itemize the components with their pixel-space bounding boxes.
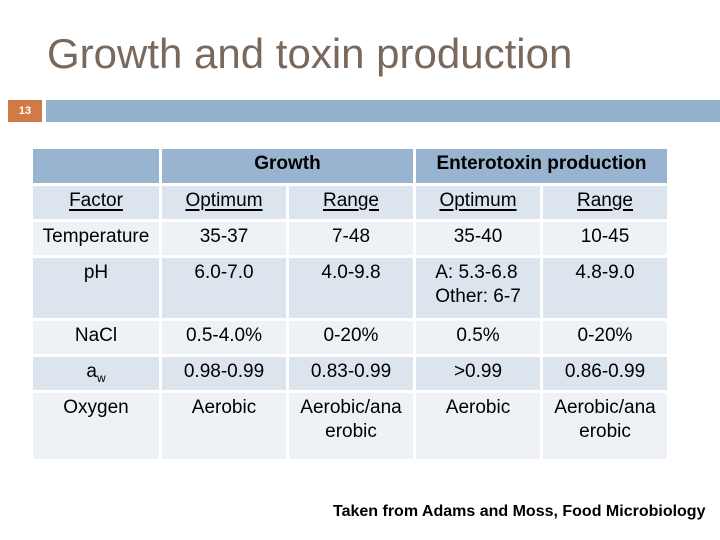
column-header-toxin-range: Range: [543, 186, 667, 219]
table-cell: 6.0-7.0: [162, 258, 286, 318]
slide-number-badge: 13: [8, 100, 42, 122]
table-cell: A: 5.3-6.8 Other: 6-7: [416, 258, 540, 318]
factor-cell: NaCl: [33, 321, 159, 354]
column-header-label: Range: [323, 190, 379, 211]
table-cell: Aerobic: [162, 393, 286, 459]
table-cell: 0.5-4.0%: [162, 321, 286, 354]
table-cell: 0.98-0.99: [162, 357, 286, 390]
factor-cell: Oxygen: [33, 393, 159, 459]
table-cell: 4.0-9.8: [289, 258, 413, 318]
column-header-factor: Factor: [33, 186, 159, 219]
row-oxygen: Oxygen Aerobic Aerobic/ana erobic Aerobi…: [33, 393, 667, 459]
table-column-header-row: Factor Optimum Range Optimum Range: [33, 186, 667, 219]
column-header-growth-range: Range: [289, 186, 413, 219]
source-attribution: Taken from Adams and Moss, Food Microbio…: [333, 503, 706, 520]
table-cell: 0.83-0.99: [289, 357, 413, 390]
table-cell: 0.86-0.99: [543, 357, 667, 390]
table-cell: 0.5%: [416, 321, 540, 354]
table-cell: 7-48: [289, 222, 413, 255]
group-header-enterotoxin: Enterotoxin production: [416, 149, 667, 183]
row-aw: aw 0.98-0.99 0.83-0.99 >0.99 0.86-0.99: [33, 357, 667, 390]
group-header-empty-cell: [33, 149, 159, 183]
factor-cell: Temperature: [33, 222, 159, 255]
title-divider-bar: [46, 100, 720, 122]
column-header-label: Optimum: [439, 190, 517, 211]
table-cell: >0.99: [416, 357, 540, 390]
table-cell: Aerobic/ana erobic: [543, 393, 667, 459]
table-cell: Aerobic: [416, 393, 540, 459]
column-header-toxin-optimum: Optimum: [416, 186, 540, 219]
column-header-label: Factor: [69, 190, 123, 211]
row-temperature: Temperature 35-37 7-48 35-40 10-45: [33, 222, 667, 255]
growth-toxin-table: Growth Enterotoxin production Factor Opt…: [30, 146, 670, 462]
column-header-growth-optimum: Optimum: [162, 186, 286, 219]
row-ph: pH 6.0-7.0 4.0-9.8 A: 5.3-6.8 Other: 6-7…: [33, 258, 667, 318]
table-cell: Aerobic/ana erobic: [289, 393, 413, 459]
table-cell-text: A: 5.3-6.8 Other: 6-7: [435, 262, 521, 307]
table-cell: 4.8-9.0: [543, 258, 667, 318]
factor-cell: aw: [33, 357, 159, 390]
factor-subscript: w: [96, 370, 106, 385]
factor-cell: pH: [33, 258, 159, 318]
row-nacl: NaCl 0.5-4.0% 0-20% 0.5% 0-20%: [33, 321, 667, 354]
table-cell: 35-37: [162, 222, 286, 255]
factor-label: a: [86, 361, 97, 382]
table-cell: 0-20%: [543, 321, 667, 354]
table-cell: 35-40: [416, 222, 540, 255]
column-header-label: Optimum: [185, 190, 263, 211]
group-header-growth: Growth: [162, 149, 413, 183]
slide-title: Growth and toxin production: [47, 30, 573, 77]
column-header-label: Range: [577, 190, 633, 211]
table-group-header-row: Growth Enterotoxin production: [33, 149, 667, 183]
table-cell: 10-45: [543, 222, 667, 255]
table-cell: 0-20%: [289, 321, 413, 354]
